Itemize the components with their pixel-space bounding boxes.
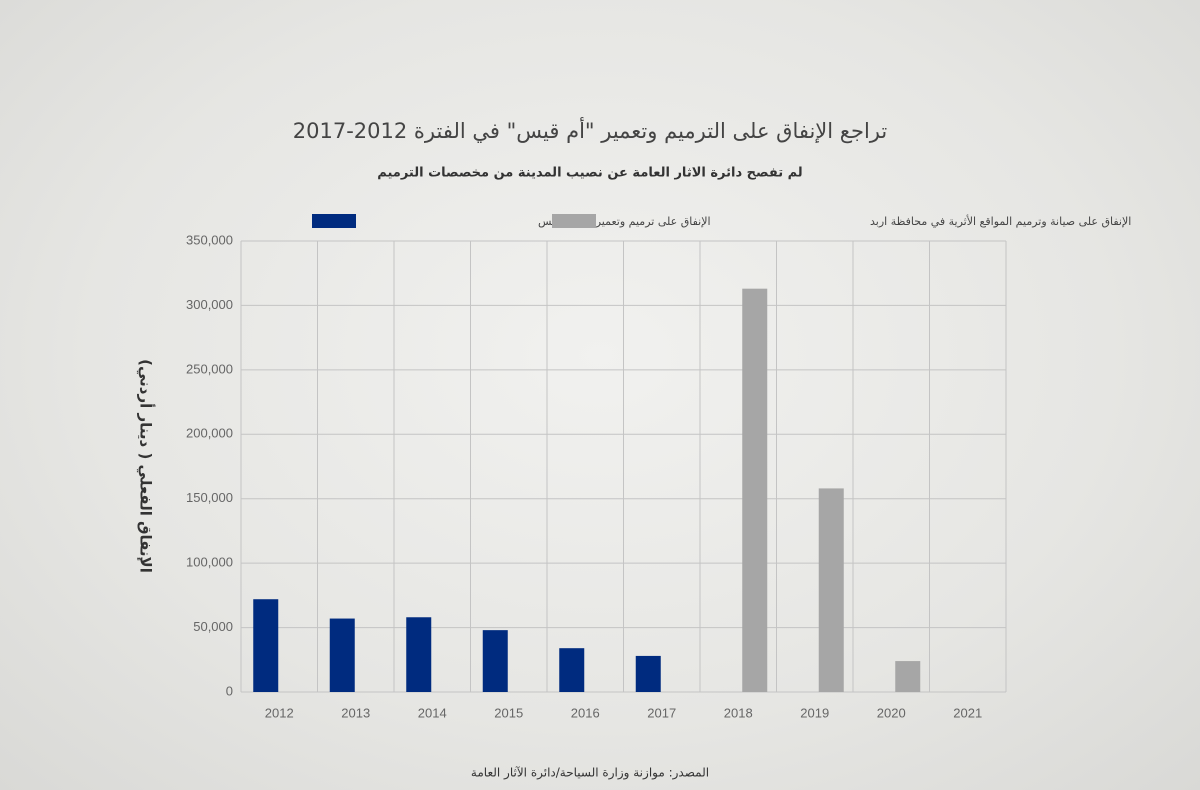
bar <box>742 288 768 692</box>
x-tick-label: 2017 <box>647 705 676 720</box>
x-tick-label: 2014 <box>418 705 447 720</box>
y-tick-label: 200,000 <box>186 426 233 441</box>
bar <box>635 655 661 692</box>
chart-subtitle: لم تفصح دائرة الاثار العامة عن نصيب المد… <box>377 166 802 181</box>
bar <box>253 599 279 692</box>
y-axis-label: الإنفاق الفعلي ( دينار أردني) <box>137 359 156 573</box>
legend-swatch <box>552 214 596 228</box>
chart-title: تراجع الإنفاق على الترميم وتعمير "أم قيس… <box>293 117 888 144</box>
y-tick-label: 0 <box>226 683 233 698</box>
y-tick-label: 350,000 <box>186 232 233 247</box>
bar <box>329 618 355 692</box>
x-tick-label: 2019 <box>800 705 829 720</box>
x-tick-label: 2012 <box>265 705 294 720</box>
bar <box>482 630 508 692</box>
bar <box>895 661 921 692</box>
y-tick-label: 50,000 <box>193 619 233 634</box>
legend-swatch <box>312 214 356 228</box>
y-tick-label: 100,000 <box>186 555 233 570</box>
y-tick-label: 150,000 <box>186 490 233 505</box>
bar <box>406 617 432 692</box>
x-tick-label: 2015 <box>494 705 523 720</box>
x-tick-label: 2018 <box>724 705 753 720</box>
y-tick-label: 250,000 <box>186 361 233 376</box>
bar <box>559 648 585 692</box>
source: المصدر: موازنة وزارة السياحة/دائرة الآثا… <box>471 766 709 781</box>
x-tick-label: 2021 <box>953 705 982 720</box>
y-tick-label: 300,000 <box>186 297 233 312</box>
legend-label: الإنفاق على صيانة وترميم المواقع الأثرية… <box>870 214 1131 228</box>
x-tick-label: 2013 <box>341 705 370 720</box>
x-tick-label: 2016 <box>571 705 600 720</box>
x-tick-label: 2020 <box>877 705 906 720</box>
bar <box>818 488 844 692</box>
